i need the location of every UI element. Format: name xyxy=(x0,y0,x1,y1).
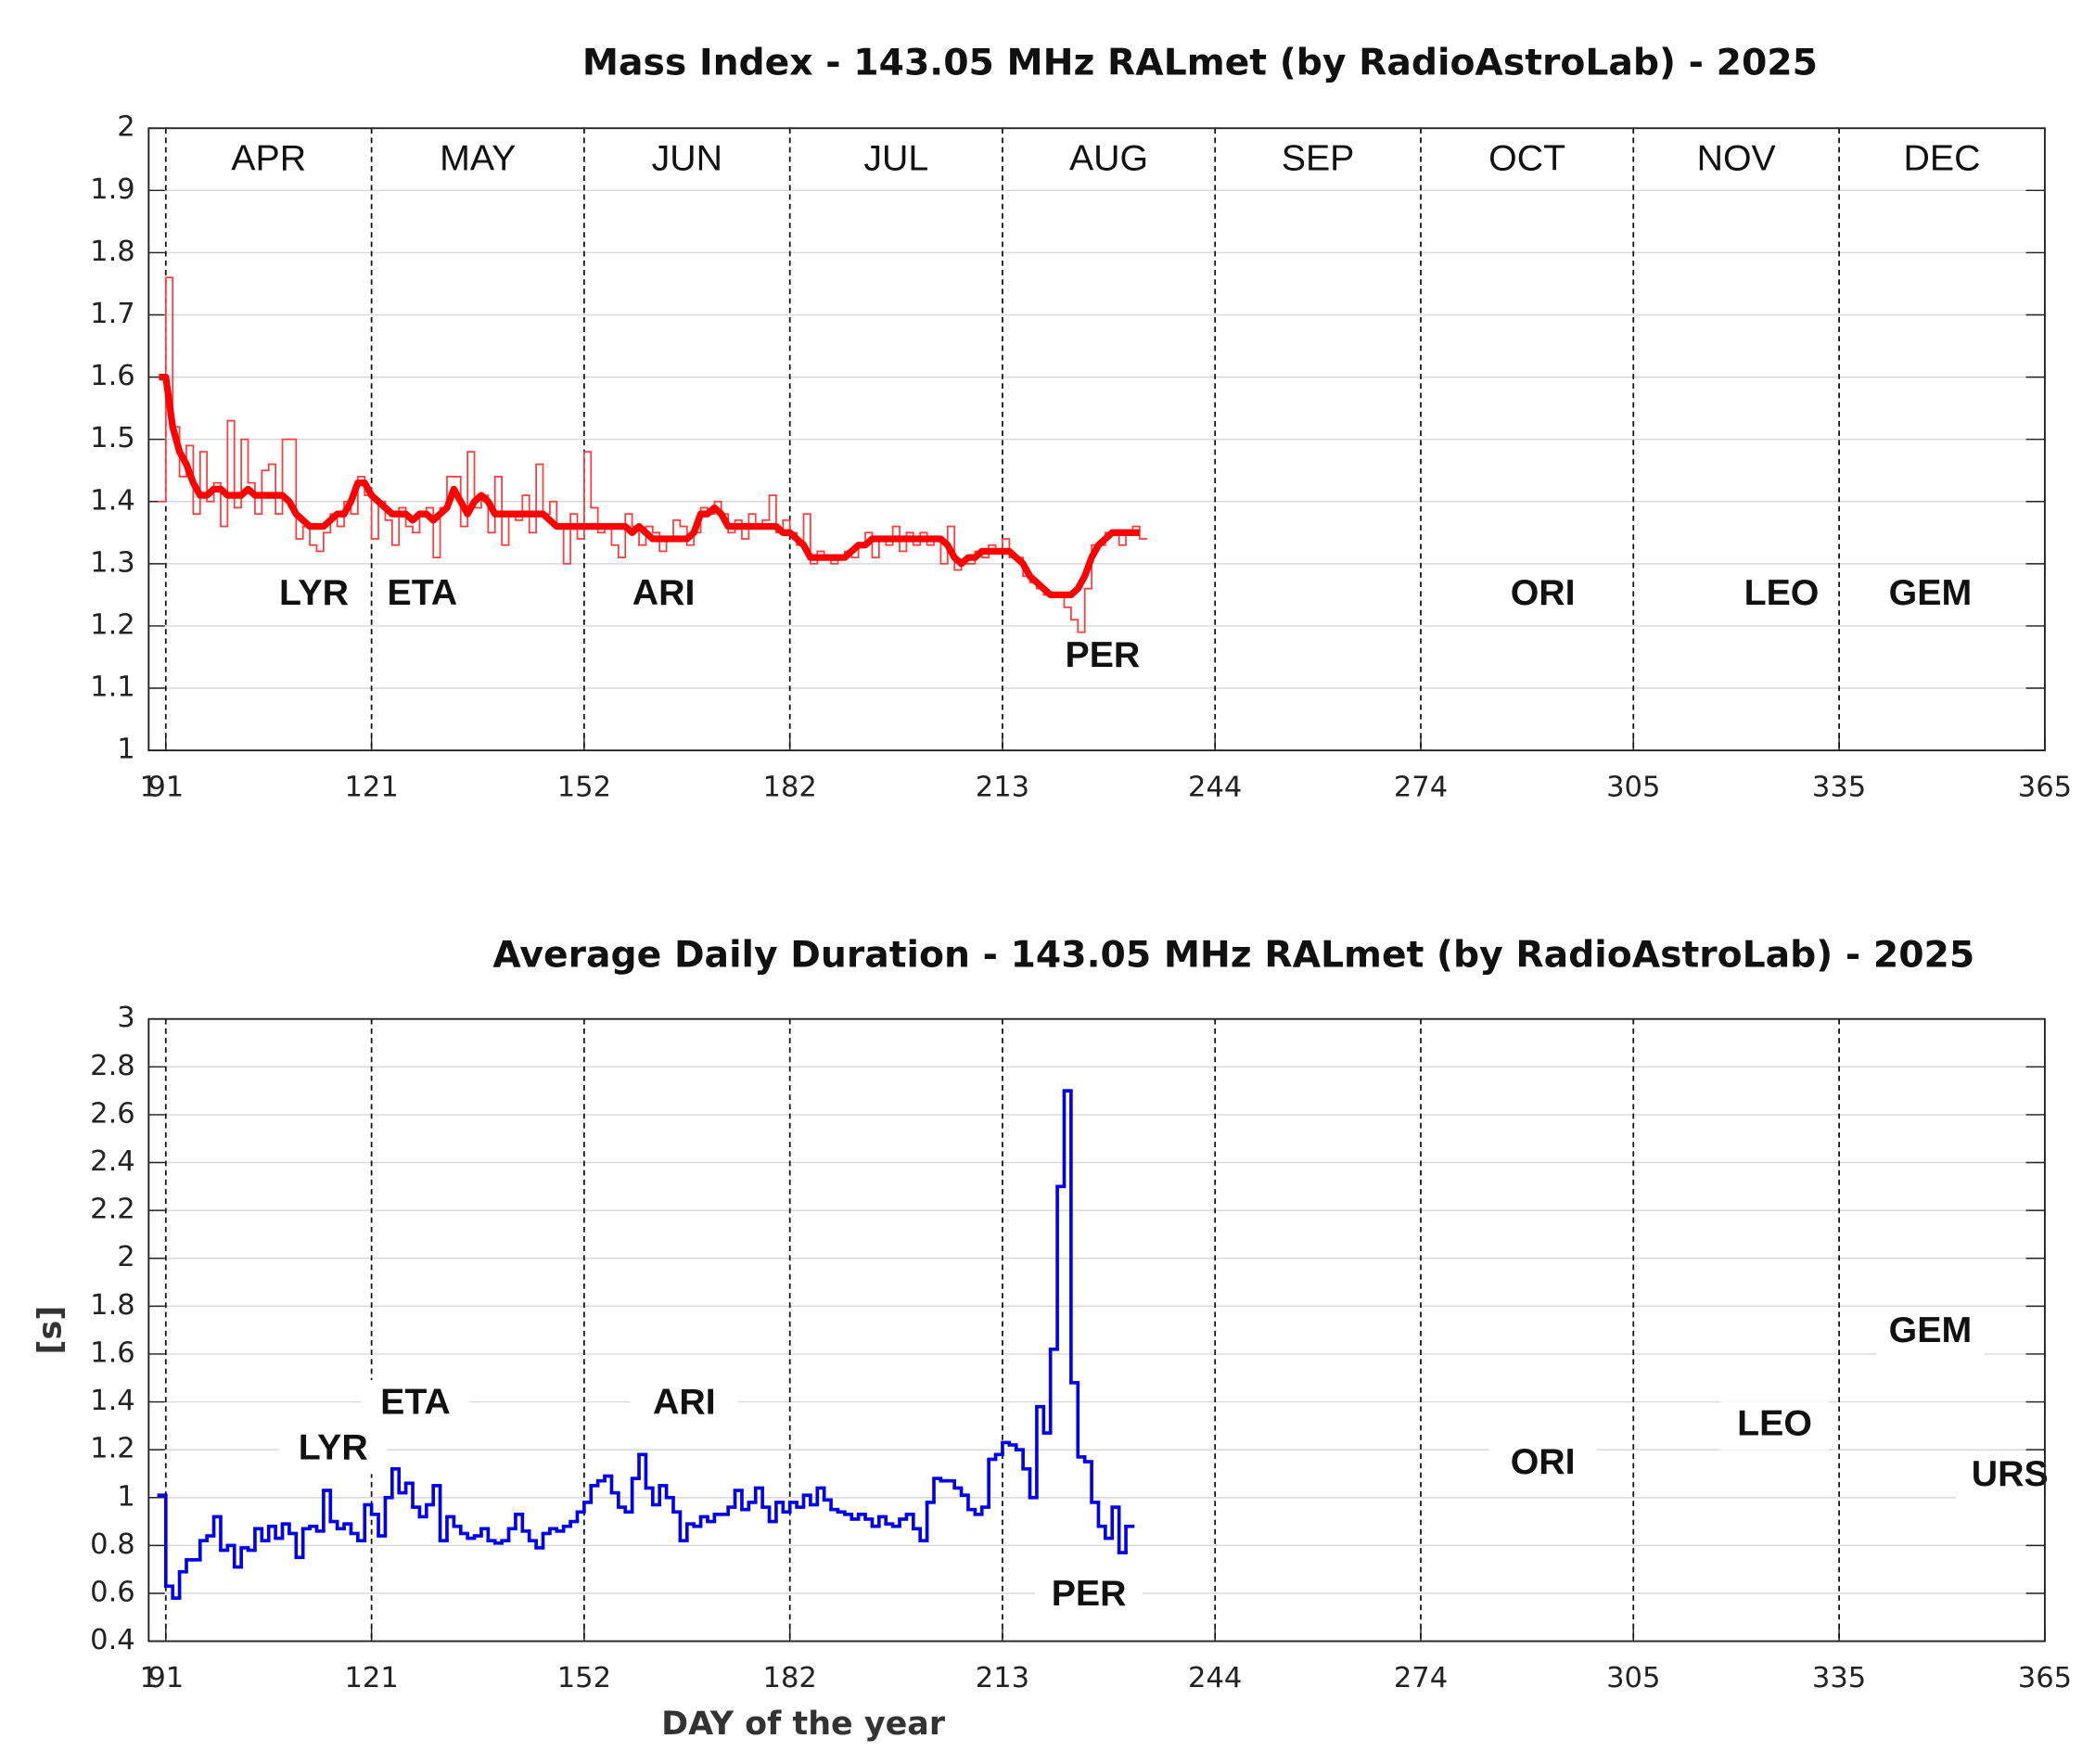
y-tick-label: 1.3 xyxy=(90,546,135,579)
y-tick-label: 1 xyxy=(117,1480,134,1513)
annotation: ORI xyxy=(1511,1441,1576,1482)
axes-frame xyxy=(147,1017,2046,1643)
y-tick-label: 1.2 xyxy=(90,608,135,641)
y-tick-label: 1.8 xyxy=(90,236,135,268)
x-axis-label: DAY of the year xyxy=(661,1706,946,1743)
y-tick-label: 2.6 xyxy=(90,1097,135,1130)
month-label: DEC xyxy=(1904,138,1981,179)
label-background xyxy=(1488,1439,1597,1489)
y-tick-label: 2.4 xyxy=(90,1145,135,1178)
label-background xyxy=(1720,1401,1829,1451)
y-tick-label: 1.6 xyxy=(90,1336,135,1369)
y-tick-label: 1 xyxy=(117,734,134,766)
y-tick-label: 2.2 xyxy=(90,1194,135,1226)
y-tick-label: 1.8 xyxy=(90,1289,135,1322)
month-label: OCT xyxy=(1488,138,1565,179)
y-tick-label: 1.7 xyxy=(90,298,135,330)
x-tick-label: 213 xyxy=(976,1662,1029,1694)
y-tick-label: 2.8 xyxy=(90,1050,135,1082)
annotation: GEM xyxy=(1889,572,1972,613)
x-tick-label: 305 xyxy=(1606,1662,1660,1694)
month-label: APR xyxy=(231,138,306,179)
y-tick-label: 1.5 xyxy=(90,422,135,454)
x-tick-label: 244 xyxy=(1188,1662,1242,1694)
annotation: PER xyxy=(1066,634,1141,675)
annotation: URS xyxy=(1972,1453,2049,1494)
label-background xyxy=(1876,1308,1985,1357)
x-tick-label: 244 xyxy=(1188,771,1242,803)
annotation: ETA xyxy=(388,572,458,613)
y-tick-label: 0.6 xyxy=(90,1576,135,1608)
label-background xyxy=(279,1425,388,1475)
axes-frame xyxy=(147,127,2046,752)
annotation: ORI xyxy=(1511,572,1576,613)
annotation: LEO xyxy=(1737,1403,1812,1444)
month-label: JUL xyxy=(863,138,928,179)
x-tick-label: 121 xyxy=(344,1662,398,1694)
chart-title: Average Daily Duration - 143.05 MHz RALm… xyxy=(492,934,1974,976)
month-label: SEP xyxy=(1282,138,1355,179)
y-tick-label: 1.2 xyxy=(90,1433,135,1465)
label-background xyxy=(361,1379,470,1429)
x-tick-label: 121 xyxy=(344,771,398,803)
month-label: JUN xyxy=(652,138,722,179)
x-tick-label: 182 xyxy=(763,1662,817,1694)
annotation: LYR xyxy=(299,1427,368,1468)
y-tick-label: 2 xyxy=(117,111,134,144)
x-tick-label: 274 xyxy=(1394,1662,1448,1694)
y-tick-label: 1.6 xyxy=(90,360,135,392)
annotation: PER xyxy=(1052,1573,1127,1614)
chart-title: Mass Index - 143.05 MHz RALmet (by Radio… xyxy=(582,42,1818,83)
x-tick-label: 1 xyxy=(140,771,158,803)
x-tick-label: 91 xyxy=(147,1662,184,1694)
y-tick-label: 1.4 xyxy=(90,1385,135,1417)
month-label: MAY xyxy=(440,138,516,179)
x-tick-label: 305 xyxy=(1606,771,1660,803)
x-tick-label: 152 xyxy=(557,1662,611,1694)
annotation: ARI xyxy=(653,1382,716,1423)
label-background xyxy=(1034,1571,1143,1620)
y-tick-label: 0.4 xyxy=(90,1624,135,1656)
x-tick-label: 365 xyxy=(2018,771,2072,803)
x-tick-label: 1 xyxy=(140,1662,158,1694)
y-tick-label: 2 xyxy=(117,1241,134,1273)
annotation: LYR xyxy=(279,572,349,613)
annotation: ETA xyxy=(380,1382,451,1423)
x-tick-label: 335 xyxy=(1812,771,1866,803)
month-label: NOV xyxy=(1697,138,1777,179)
label-background xyxy=(630,1379,739,1429)
annotation: LEO xyxy=(1744,572,1820,613)
x-tick-label: 152 xyxy=(557,771,611,803)
x-tick-label: 365 xyxy=(2018,1662,2072,1694)
series-line xyxy=(159,373,1140,599)
y-tick-label: 1.4 xyxy=(90,484,135,517)
y-tick-label: 1.1 xyxy=(90,671,135,704)
annotation: GEM xyxy=(1889,1310,1972,1350)
y-tick-label: 3 xyxy=(117,1002,134,1034)
x-tick-label: 213 xyxy=(976,771,1029,803)
x-tick-label: 91 xyxy=(147,771,184,803)
y-tick-label: 1.9 xyxy=(90,173,135,206)
y-tick-label: 0.8 xyxy=(90,1528,135,1561)
month-label: AUG xyxy=(1069,138,1148,179)
label-background xyxy=(1956,1451,2064,1501)
annotation: ARI xyxy=(632,572,696,613)
y-axis-label: [s] xyxy=(32,1306,70,1355)
x-tick-label: 182 xyxy=(763,771,817,803)
x-tick-label: 274 xyxy=(1394,771,1448,803)
x-tick-label: 335 xyxy=(1812,1662,1866,1694)
